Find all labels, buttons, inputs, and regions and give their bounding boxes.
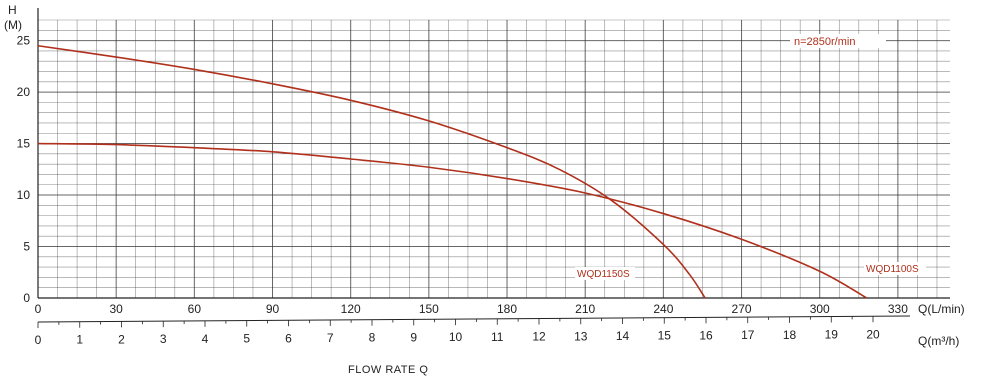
curve-label-1150-bg: [575, 267, 635, 280]
x-tick-label: 30: [109, 302, 123, 316]
x2-tick-label: 12: [532, 330, 546, 344]
x-tick-label: 60: [188, 302, 202, 316]
x-tick-label: 120: [341, 302, 361, 316]
y-axis-label: H: [8, 3, 17, 17]
x2-tick-label: 4: [202, 332, 209, 346]
x2-tick-label: 18: [783, 328, 797, 342]
x2-tick-label: 2: [118, 332, 125, 346]
x2-tick-label: 17: [741, 328, 755, 342]
x-tick-label: 210: [575, 302, 595, 316]
x-tick-label: 300: [810, 302, 830, 316]
x2-tick-label: 16: [699, 328, 713, 342]
x2-tick-label: 14: [616, 329, 630, 343]
curve-wqd1100s: [37, 142, 868, 299]
x-tick-label: 0: [35, 302, 42, 316]
y-tick-label: 20: [17, 85, 31, 99]
x2-tick-label: 9: [410, 330, 417, 344]
flow-rate-caption: FLOW RATE Q: [348, 364, 428, 376]
y-tick-label: 5: [23, 240, 30, 254]
x2-tick-label: 0: [35, 333, 42, 347]
x2-tick-label: 13: [574, 329, 588, 343]
x-axis-label: Q(L/min): [918, 302, 965, 316]
x2-tick-label: 7: [327, 331, 334, 345]
axes: [37, 8, 950, 328]
speed-annotation: n=2850r/min: [794, 36, 855, 48]
x2-tick-label: 11: [491, 330, 504, 344]
grid: [37, 19, 950, 299]
x-tick-label: 270: [732, 302, 752, 316]
x2-tick-label: 8: [369, 331, 376, 345]
x2-tick-label: 15: [658, 329, 672, 343]
x-tick-label: 150: [419, 302, 439, 316]
curve-label-1100-bg: [864, 262, 926, 275]
x2-axis-line: [37, 315, 911, 323]
curve-label-wqd1150s: WQD1150S: [577, 269, 630, 280]
x-tick-label: 180: [497, 302, 517, 316]
x2-tick-label: 20: [866, 327, 880, 341]
x-tick-label: 240: [653, 302, 673, 316]
speed-label-bg: [790, 34, 886, 48]
x2-tick-label: 5: [243, 332, 250, 346]
x2-tick-label: 6: [285, 331, 292, 345]
x-tick-label: 330: [888, 302, 908, 316]
curve-wqd1150s: [37, 44, 706, 299]
x2-tick-label: 3: [160, 332, 167, 346]
curve-label-wqd1100s: WQD1100S: [866, 264, 919, 275]
y-tick-label: 0: [23, 291, 30, 305]
y-tick-label: 10: [17, 188, 31, 202]
x2-tick-label: 19: [825, 328, 839, 342]
x2-tick-label: 1: [76, 333, 83, 347]
x-tick-label: 90: [266, 302, 280, 316]
y-tick-label: 25: [17, 34, 31, 48]
y-axis-unit: (M): [4, 18, 22, 32]
curves: [37, 44, 868, 299]
x2-tick-label: 10: [449, 330, 463, 344]
x2-axis-label: Q(m³/h): [918, 334, 959, 348]
y-tick-label: 15: [17, 137, 31, 151]
